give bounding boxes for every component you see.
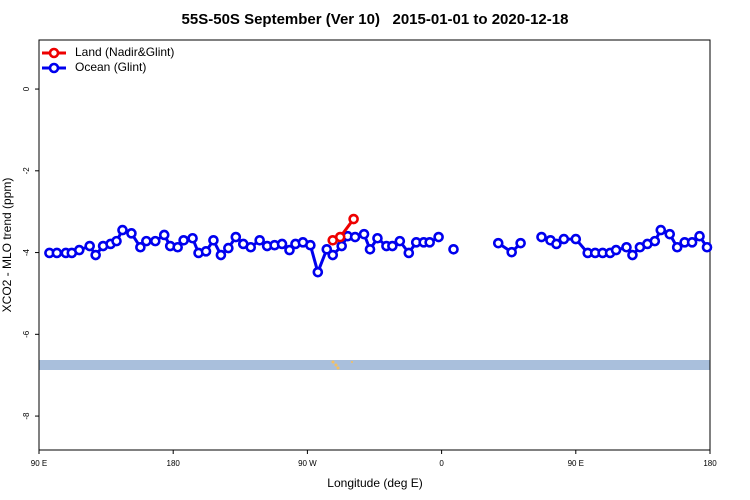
series-point (627, 249, 638, 261)
series-point (305, 239, 316, 251)
series-point (536, 231, 547, 243)
series-point (424, 237, 435, 248)
series-point (349, 231, 361, 243)
x-tick-label: 0 (439, 459, 444, 468)
series-point (51, 247, 63, 259)
y-tick-label: -2 (22, 167, 31, 175)
y-axis-label: XCO2 - MLO trend (ppm) (0, 178, 14, 313)
series-point (372, 232, 383, 244)
land-band (39, 360, 710, 370)
series-point (403, 247, 415, 259)
series-point (686, 237, 698, 248)
x-tick-label: 90 E (568, 459, 584, 468)
series-point (327, 249, 339, 261)
legend-marker (48, 62, 60, 74)
series-point (433, 231, 444, 243)
series-point (364, 243, 376, 255)
series-point (254, 234, 265, 246)
series-point (73, 244, 85, 256)
series-point (558, 233, 570, 245)
series-point (223, 242, 234, 254)
y-tick-label: -8 (22, 412, 31, 420)
series-point (84, 240, 95, 252)
series-point (694, 230, 705, 242)
series-point (230, 231, 242, 243)
series-point (126, 228, 137, 239)
series-point (621, 241, 632, 253)
series-point (158, 229, 170, 241)
series-point (551, 238, 562, 250)
legend-label: Land (Nadir&Glint) (75, 45, 174, 59)
series-point (208, 234, 219, 246)
series-point (135, 241, 146, 253)
x-tick-label: 180 (703, 459, 717, 468)
chart-title: 55S-50S September (Ver 10) 2015-01-01 to… (182, 11, 569, 28)
series-point (649, 235, 661, 247)
series-point (336, 240, 347, 252)
series-point (200, 246, 212, 257)
series-point (172, 241, 183, 253)
series-point (570, 233, 582, 245)
series-point (276, 238, 288, 250)
series-point (284, 244, 295, 256)
series-point (387, 240, 398, 252)
series-point (215, 249, 227, 261)
series-point (358, 228, 370, 240)
series-point (448, 243, 459, 255)
series-point (492, 237, 504, 249)
y-tick-label: 0 (22, 86, 31, 91)
series-point (701, 241, 713, 253)
land-dots (331, 360, 353, 370)
series-point (111, 235, 122, 247)
series-point (655, 224, 667, 236)
series-point (610, 244, 622, 256)
y-tick-label: -4 (22, 248, 31, 256)
legend-marker (48, 47, 60, 59)
series-point (178, 234, 189, 246)
series-point (394, 235, 406, 247)
x-tick-label: 90 E (31, 459, 47, 468)
series-point (506, 246, 517, 258)
x-tick-label: 90 W (298, 459, 317, 468)
series-point (321, 243, 333, 255)
series-point (312, 266, 324, 278)
series-point (515, 237, 526, 249)
x-tick-label: 180 (167, 459, 181, 468)
series-point (664, 228, 676, 240)
series-point (117, 224, 128, 236)
legend-label: Ocean (Glint) (75, 60, 146, 74)
series-point (90, 249, 101, 261)
x-axis-label: Longitude (deg E) (327, 476, 422, 490)
series-point (150, 235, 161, 247)
series-point (245, 241, 257, 253)
y-tick-label: -6 (22, 330, 31, 338)
series-point (141, 235, 152, 247)
series-point (671, 241, 683, 253)
series-point (334, 231, 346, 243)
series-point (187, 232, 198, 244)
series-point (348, 213, 359, 225)
